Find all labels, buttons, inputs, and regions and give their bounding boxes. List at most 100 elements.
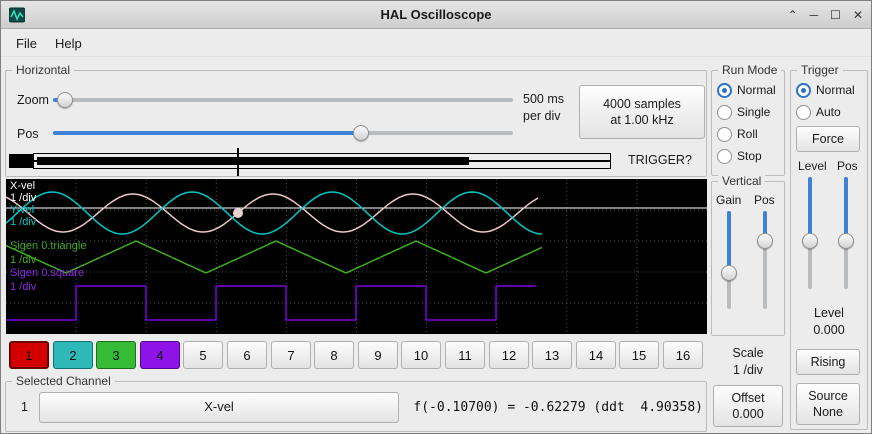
- samples-button[interactable]: 4000 samples at 1.00 kHz: [579, 85, 705, 139]
- pos-slider-fill: [53, 131, 361, 135]
- channel-button-11[interactable]: 11: [445, 341, 485, 369]
- radio-icon: [717, 148, 732, 164]
- scope-traces: [6, 179, 707, 334]
- vertical-pos-col-label: Pos: [754, 193, 775, 207]
- scope-ch1-name: X-vel: [10, 180, 36, 192]
- trigger-option-auto[interactable]: Auto: [796, 103, 841, 121]
- selected-channel-name-button[interactable]: X-vel: [39, 392, 399, 423]
- trigger-source-line1: Source: [808, 388, 848, 403]
- pos-slider[interactable]: [53, 125, 513, 141]
- trigger-pos-slider-fill: [844, 177, 848, 241]
- trigger-source-button[interactable]: Source None: [796, 383, 860, 425]
- menu-help[interactable]: Help: [54, 35, 82, 51]
- window-title: HAL Oscilloscope: [380, 7, 492, 22]
- channel-button-7[interactable]: 7: [271, 341, 311, 369]
- title-bar[interactable]: HAL Oscilloscope ⌃ ─ ☐ ✕: [1, 1, 871, 29]
- vertical-group-title: Vertical: [718, 174, 766, 188]
- trigger-level-slider[interactable]: [802, 177, 818, 289]
- samples-button-line1: 4000 samples: [603, 96, 681, 111]
- close-button[interactable]: ✕: [852, 8, 863, 22]
- channel-button-4[interactable]: 4: [140, 341, 180, 369]
- radio-selected-icon: [717, 82, 732, 98]
- channel-button-10[interactable]: 10: [401, 341, 441, 369]
- channel-button-13[interactable]: 13: [532, 341, 572, 369]
- radio-icon: [796, 104, 811, 120]
- scope-ch1-scale: 1 /div: [10, 192, 37, 204]
- vertical-offset-line1: Offset: [731, 390, 765, 405]
- vertical-gain-slider[interactable]: [721, 211, 737, 309]
- scope-ch2-name: Y-vel: [10, 204, 35, 216]
- scope-ch4-name: Sigen 0.square: [10, 267, 84, 279]
- channel-button-8[interactable]: 8: [314, 341, 354, 369]
- channel-button-6[interactable]: 6: [227, 341, 267, 369]
- run-mode-label-normal: Normal: [737, 83, 776, 97]
- force-button[interactable]: Force: [796, 126, 860, 152]
- scope-ch4-scale: 1 /div: [10, 281, 37, 293]
- window-controls: ⌃ ─ ☐ ✕: [788, 1, 863, 29]
- shade-button[interactable]: ⌃: [787, 8, 798, 22]
- scope-display[interactable]: X-vel 1 /div Y-vel 1 /div Sigen 0.triang…: [6, 179, 707, 334]
- pos-slider-handle[interactable]: [353, 125, 369, 141]
- channel-button-12[interactable]: 12: [489, 341, 529, 369]
- pos-label: Pos: [17, 127, 39, 141]
- vertical-scale-label: Scale: [732, 346, 764, 360]
- channel-button-9[interactable]: 9: [358, 341, 398, 369]
- vertical-gain-slider-handle[interactable]: [721, 265, 737, 281]
- vertical-pos-slider-groove[interactable]: [763, 211, 767, 309]
- vertical-offset-button[interactable]: Offset 0.000: [713, 385, 783, 427]
- run-mode-option-normal[interactable]: Normal: [717, 81, 776, 99]
- pan-extent-box[interactable]: [33, 153, 611, 169]
- menu-file[interactable]: File: [16, 35, 37, 51]
- channel-button-5[interactable]: 5: [183, 341, 223, 369]
- run-mode-option-roll[interactable]: Roll: [717, 125, 758, 143]
- trigger-pos-slider[interactable]: [838, 177, 854, 289]
- run-mode-label-stop: Stop: [737, 149, 762, 163]
- radio-icon: [717, 104, 732, 120]
- trigger-query-label: TRIGGER?: [628, 153, 692, 167]
- trigger-level-slider-fill: [808, 177, 812, 241]
- scope-ch3-scale: 1 /div: [10, 254, 37, 266]
- trigger-edge-label: Rising: [810, 354, 846, 369]
- samples-button-line2: at 1.00 kHz: [610, 113, 674, 127]
- vertical-pos-slider-handle[interactable]: [757, 233, 773, 249]
- trigger-pos-col-label: Pos: [837, 159, 858, 173]
- trigger-option-normal[interactable]: Normal: [796, 81, 855, 99]
- selected-channel-name: X-vel: [204, 399, 234, 415]
- rate-per-div-line2: per div: [523, 109, 561, 123]
- zoom-slider[interactable]: [53, 92, 513, 108]
- selected-channel-number: 1: [21, 400, 28, 414]
- trigger-level-col-label: Level: [798, 159, 827, 173]
- rate-per-div-line1: 500 ms: [523, 92, 564, 106]
- trigger-pos-slider-handle[interactable]: [838, 233, 854, 249]
- run-mode-label-single: Single: [737, 105, 771, 119]
- channel-button-2[interactable]: 2: [53, 341, 93, 369]
- channel-button-1[interactable]: 1: [9, 341, 49, 369]
- trigger-level-slider-handle[interactable]: [802, 233, 818, 249]
- trigger-label-normal: Normal: [816, 83, 855, 97]
- scope-ch2-scale: 1 /div: [10, 216, 37, 228]
- trigger-edge-button[interactable]: Rising: [796, 349, 860, 375]
- trigger-source-line2: None: [813, 405, 843, 419]
- trigger-position-marker[interactable]: [237, 148, 239, 176]
- maximize-button[interactable]: ☐: [830, 8, 841, 22]
- run-mode-option-stop[interactable]: Stop: [717, 147, 762, 165]
- zoom-slider-groove[interactable]: [53, 98, 513, 102]
- horizontal-group: Horizontal: [5, 63, 707, 177]
- horizontal-group-title: Horizontal: [12, 63, 75, 77]
- zoom-slider-handle[interactable]: [57, 92, 73, 108]
- trigger-level-label: Level: [814, 306, 844, 320]
- channel-button-14[interactable]: 14: [576, 341, 616, 369]
- trigger-level-value: 0.000: [813, 323, 845, 337]
- channel-button-15[interactable]: 15: [619, 341, 659, 369]
- run-mode-group-title: Run Mode: [718, 63, 782, 77]
- channel-button-3[interactable]: 3: [96, 341, 136, 369]
- channel-button-16[interactable]: 16: [663, 341, 703, 369]
- trigger-label-auto: Auto: [816, 105, 841, 119]
- minimize-button[interactable]: ─: [809, 8, 819, 22]
- vertical-pos-slider[interactable]: [757, 211, 773, 309]
- zoom-label: Zoom: [17, 93, 49, 107]
- run-mode-option-single[interactable]: Single: [717, 103, 770, 121]
- vertical-pos-slider-fill: [763, 211, 767, 241]
- pan-view-bar[interactable]: [37, 157, 469, 165]
